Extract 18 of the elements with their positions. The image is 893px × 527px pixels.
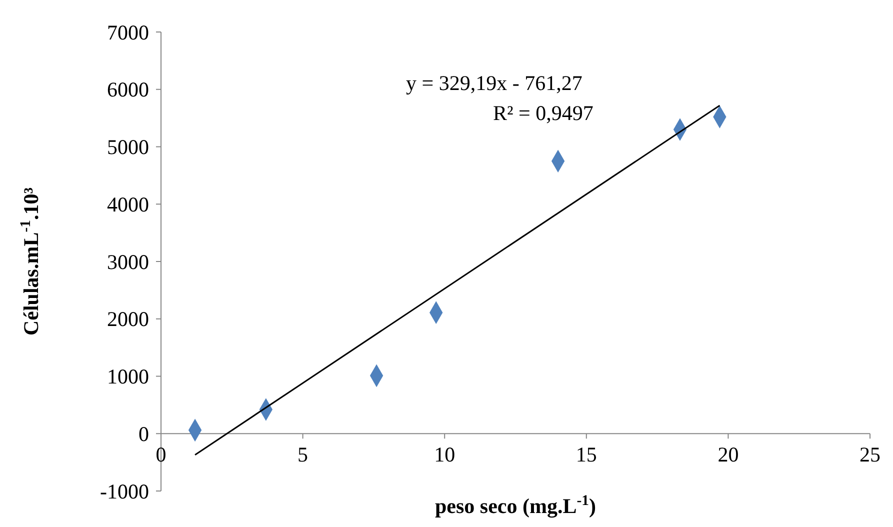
y-tick-label: -1000	[100, 479, 149, 504]
x-tick-label: 5	[298, 442, 308, 467]
y-tick-label: 1000	[107, 364, 149, 389]
y-tick-label: 6000	[107, 78, 149, 102]
y-tick-label: 2000	[107, 307, 149, 332]
y-tick-label: 4000	[107, 192, 149, 216]
x-tick-label: 20	[718, 442, 739, 467]
annotation: R² = 0,9497	[493, 101, 594, 125]
x-tick-label: 0	[156, 442, 166, 467]
y-tick-label: 0	[138, 422, 149, 446]
x-tick-label: 25	[860, 442, 880, 467]
annotation: y = 329,19x - 761,27	[406, 71, 582, 95]
y-tick-label: 7000	[107, 20, 149, 44]
x-axis-title: peso seco (mg.L$^{-1}$)	[435, 493, 596, 518]
x-tick-label: 15	[576, 442, 597, 467]
y-tick-label: 3000	[107, 250, 149, 274]
y-tick-label: 5000	[107, 135, 149, 160]
x-tick-label: 10	[434, 442, 456, 467]
